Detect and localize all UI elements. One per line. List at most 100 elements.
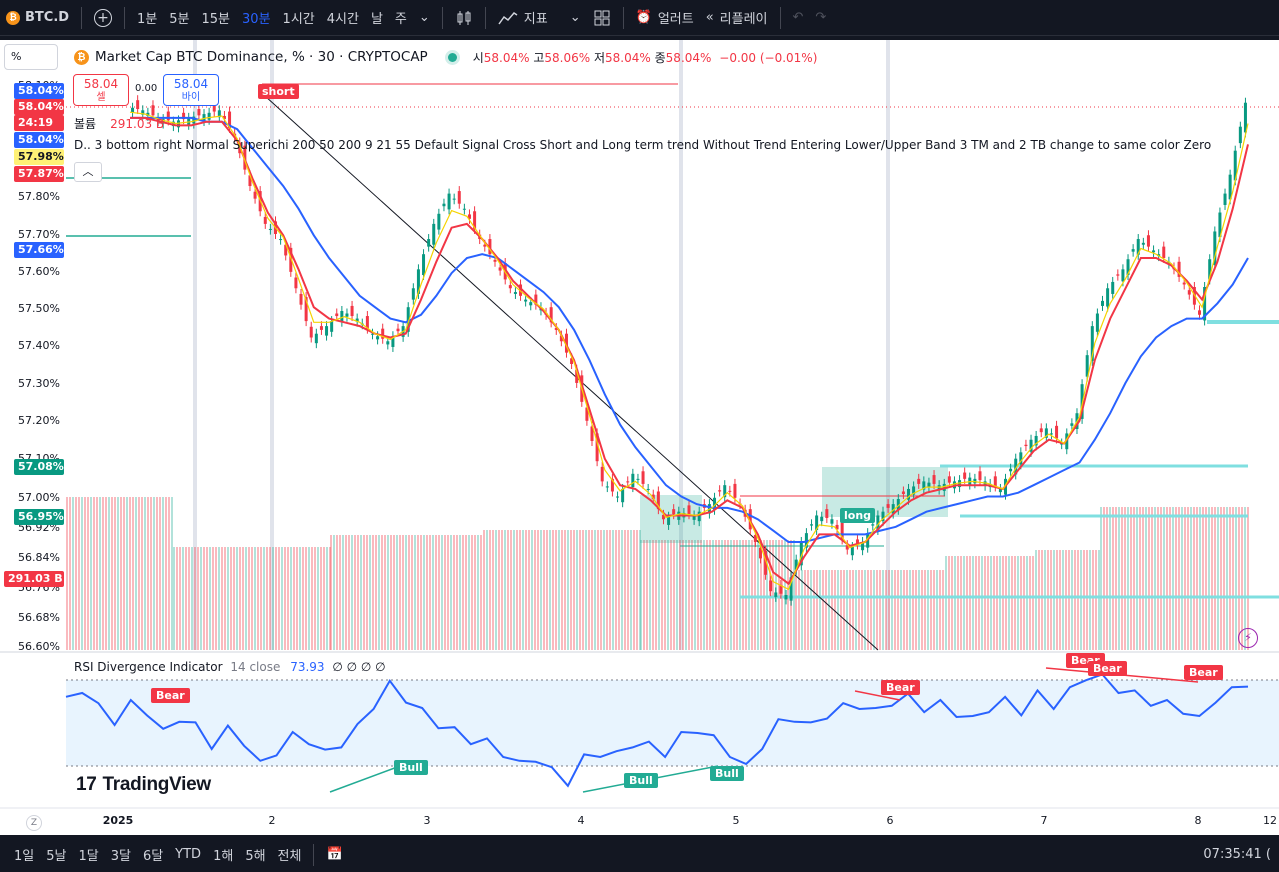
range-3m[interactable]: 3달 — [110, 849, 131, 864]
alert-button[interactable]: ⏰ 얼러트 — [630, 0, 700, 36]
indicator-legend[interactable]: D.. 3 bottom right Normal Superichi 200 … — [74, 138, 1214, 152]
candle — [416, 269, 420, 294]
volume-bar — [333, 535, 335, 650]
volume-bar — [576, 530, 578, 650]
symbol-name: BTC.D — [25, 10, 70, 25]
candle — [386, 341, 390, 345]
interval-dropdown[interactable]: ⌄ — [413, 0, 436, 36]
candle — [519, 284, 523, 296]
candle — [661, 514, 665, 520]
range-all[interactable]: 전체 — [277, 849, 302, 864]
volume-bar — [1047, 550, 1049, 650]
interval-5m[interactable]: 5분 — [169, 12, 190, 27]
range-1y[interactable]: 1해 — [213, 849, 234, 864]
lightning-icon[interactable]: ⚡ — [1238, 628, 1258, 648]
volume-bar — [561, 530, 563, 650]
range-5d[interactable]: 5날 — [46, 849, 67, 864]
sell-button[interactable]: 58.04 셀 — [73, 74, 129, 106]
volume-bar — [465, 535, 467, 650]
volume-bar — [450, 535, 452, 650]
volume-bar — [810, 570, 812, 650]
volume-bar — [390, 535, 392, 650]
volume-bar — [179, 547, 181, 650]
candle — [559, 335, 563, 342]
rsi-legend[interactable]: RSI Divergence Indicator 14 close 73.93 … — [74, 660, 386, 674]
range-1d[interactable]: 1일 — [14, 849, 35, 864]
interval-day[interactable]: 날 — [370, 12, 383, 27]
candle — [1177, 261, 1181, 277]
candle — [927, 482, 931, 488]
volume-bar — [284, 547, 286, 650]
spread-value: 0.00 — [135, 83, 158, 94]
interval-week[interactable]: 주 — [394, 12, 407, 27]
volume-bar — [546, 530, 548, 650]
templates-button[interactable] — [587, 0, 617, 36]
symbol-search-button[interactable]: ₿ BTC.D — [0, 0, 75, 36]
volume-bar — [135, 497, 137, 650]
time-tick: 2025 — [102, 814, 134, 827]
collapse-legend-button[interactable]: ︿ — [74, 162, 102, 182]
bitcoin-icon: ₿ — [74, 49, 89, 65]
volume-bar — [531, 530, 533, 650]
volume-bar — [72, 497, 74, 650]
volume-bar — [927, 570, 929, 650]
candle — [764, 550, 768, 575]
range-5y[interactable]: 5해 — [245, 849, 266, 864]
redo-button[interactable]: ↷ — [809, 0, 832, 36]
alert-label: 얼러트 — [657, 12, 694, 27]
range-1m[interactable]: 1달 — [78, 849, 99, 864]
volume-bar — [317, 547, 319, 650]
volume-bar — [471, 535, 473, 650]
candle — [998, 488, 1002, 493]
interval-30m[interactable]: 30분 — [242, 12, 271, 27]
candle — [570, 358, 574, 364]
volume-bar — [290, 547, 292, 650]
bear-label: Bear — [1184, 665, 1223, 680]
divider — [313, 843, 315, 866]
chart-panel[interactable]: % ₿ Market Cap BTC Dominance, % · 30 · C… — [0, 40, 1279, 835]
tradingview-logo[interactable]: 17 TradingView — [76, 774, 211, 795]
interval-15m[interactable]: 15분 — [201, 12, 231, 27]
volume-bar — [567, 530, 569, 650]
volume-bar — [206, 547, 208, 650]
interval-1m[interactable]: 1분 — [137, 12, 158, 27]
chart-type-button[interactable] — [449, 0, 479, 36]
volume-bar — [245, 547, 247, 650]
chart-canvas[interactable] — [0, 40, 1279, 835]
volume-bar — [664, 540, 666, 650]
buy-button[interactable]: 58.04 바이 — [163, 74, 219, 106]
volume-bar — [633, 530, 635, 650]
series-title[interactable]: Market Cap BTC Dominance, % · 30 · CRYPT… — [95, 49, 428, 65]
compare-button[interactable]: + — [88, 0, 118, 36]
volume-bar — [1151, 507, 1153, 650]
range-ytd[interactable]: YTD — [175, 847, 202, 862]
volume-legend[interactable]: 볼륨 291.03 B — [74, 115, 164, 132]
volume-bar — [84, 497, 86, 650]
volume-bar — [930, 570, 932, 650]
volume-bar — [188, 547, 190, 650]
auto-scale-button[interactable]: Z — [26, 815, 42, 831]
range-6m[interactable]: 6달 — [142, 849, 164, 864]
volume-bar — [150, 497, 152, 650]
replay-button[interactable]: « 리플레이 — [700, 0, 774, 36]
scale-mode-field[interactable]: % — [4, 44, 58, 70]
divider — [81, 6, 83, 29]
price-tick: 57.70% — [18, 228, 60, 241]
volume-bar — [960, 556, 962, 650]
volume-bar — [405, 535, 407, 650]
candle — [631, 473, 635, 488]
candle — [774, 592, 778, 597]
indicators-button[interactable]: 지표 ⌄ — [492, 0, 587, 36]
volume-bar — [399, 535, 401, 650]
undo-button[interactable]: ↶ — [787, 0, 810, 36]
volume-bar — [603, 530, 605, 650]
candle — [217, 110, 221, 118]
volume-bar — [522, 530, 524, 650]
interval-1h[interactable]: 1시간 — [282, 12, 315, 27]
time-tick: 6 — [886, 814, 894, 827]
interval-4h[interactable]: 4시간 — [326, 12, 359, 27]
goto-date-button[interactable]: 📅 — [320, 847, 348, 862]
candle — [871, 524, 875, 526]
volume-bar — [1014, 556, 1016, 650]
clock: 07:35:41 ( — [1203, 847, 1271, 862]
